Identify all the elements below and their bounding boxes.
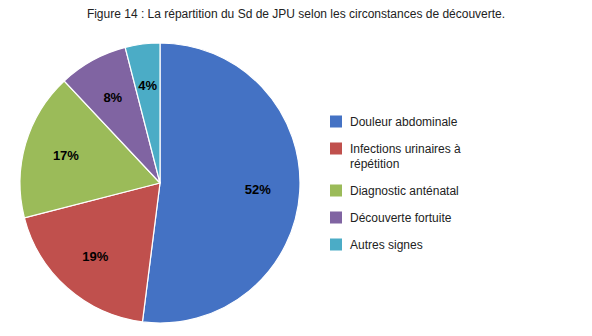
legend-label: Découverte fortuite [350,211,452,225]
legend-swatch [330,239,342,251]
chart-title: Figure 14 : La répartition du Sd de JPU … [87,7,505,21]
data-label: 17% [53,148,79,163]
data-label: 19% [82,249,108,264]
legend-swatch [330,185,342,197]
legend-label: Autres signes [350,238,423,252]
legend-label-line: Diagnostic anténatal [350,184,459,198]
pie-slice [125,43,160,183]
data-label: 8% [103,90,122,105]
legend-label: Douleur abdominale [350,115,458,129]
legend: Douleur abdominale Infections urinaires à… [330,115,461,252]
chart-container: Figure 14 : La répartition du Sd de JPU … [0,0,592,336]
legend-label-line: Autres signes [350,238,423,252]
legend-label: Infections urinaires àrépétition [350,142,461,171]
legend-swatch [330,212,342,224]
legend-label-line: Infections urinaires à [350,142,461,156]
legend-label-line: répétition [350,157,399,171]
chart-svg: Figure 14 : La répartition du Sd de JPU … [0,0,592,336]
data-label: 52% [245,182,271,197]
legend-label: Diagnostic anténatal [350,184,459,198]
legend-label-line: Douleur abdominale [350,115,458,129]
legend-swatch [330,116,342,128]
pie-slice [142,43,300,323]
data-labels: 52% 19% 17% 8% 4% [53,78,271,264]
data-label: 4% [138,78,157,93]
legend-swatch [330,143,342,155]
legend-label-line: Découverte fortuite [350,211,452,225]
pie [20,43,300,323]
